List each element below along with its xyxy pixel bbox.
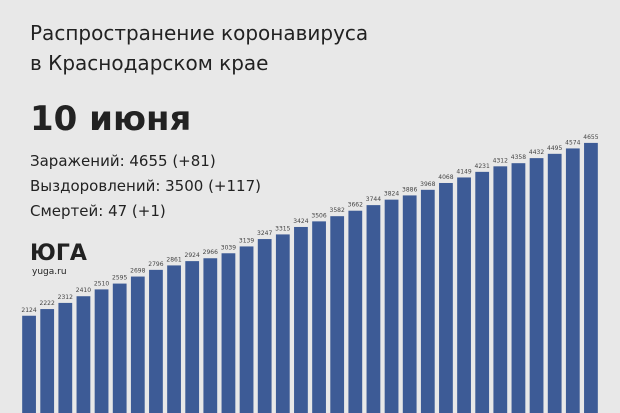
value-label: 3506 [311, 212, 326, 219]
bar [366, 205, 381, 413]
bar [493, 166, 508, 413]
chart-title: Распространение коронавируса [30, 21, 368, 45]
site: yuga.ru [32, 267, 67, 277]
stat: Выздоровлений: 3500 (+117) [30, 177, 261, 195]
bar [185, 261, 200, 413]
value-label: 3139 [239, 237, 254, 244]
value-label: 3824 [384, 191, 399, 198]
bar [22, 315, 36, 413]
value-label: 3662 [348, 202, 363, 209]
bar [457, 177, 471, 413]
bar [130, 276, 145, 413]
value-label: 2124 [21, 307, 36, 314]
bar [511, 163, 526, 413]
bar [76, 296, 91, 413]
value-label: 2796 [148, 261, 163, 268]
date: 10 июня [30, 99, 191, 139]
bar [330, 216, 345, 413]
value-label: 3039 [221, 244, 236, 251]
bar [529, 158, 544, 413]
bar [547, 153, 562, 413]
bar [239, 246, 254, 413]
value-label: 2861 [166, 256, 181, 263]
value-label: 2595 [112, 275, 127, 282]
bar [221, 253, 236, 413]
bar [294, 226, 308, 413]
value-label: 3744 [366, 196, 381, 203]
bar [112, 283, 127, 413]
value-label: 4312 [493, 157, 508, 164]
stat: Смертей: 47 (+1) [30, 202, 166, 220]
bar [94, 289, 109, 413]
bar [439, 182, 453, 413]
bar [58, 302, 73, 413]
bar [565, 148, 580, 413]
value-label: 2410 [76, 287, 91, 294]
bar [40, 309, 55, 413]
value-label: 4495 [547, 145, 562, 152]
value-label: 3582 [330, 207, 345, 214]
value-label: 2312 [58, 294, 73, 301]
bar [475, 171, 490, 413]
value-label: 3424 [293, 218, 308, 225]
bar [149, 269, 163, 413]
value-label: 3968 [420, 181, 435, 188]
value-label: 3247 [257, 230, 272, 237]
bar [384, 199, 399, 413]
value-label: 2698 [130, 268, 145, 275]
value-label: 4149 [456, 168, 471, 175]
value-label: 3886 [402, 186, 417, 193]
chart-subtitle: в Краснодарском крае [30, 51, 268, 75]
bar [584, 142, 598, 413]
bar [167, 265, 181, 413]
bar [312, 221, 326, 413]
value-label: 3315 [275, 225, 290, 232]
value-label: 2222 [40, 300, 55, 307]
bar [420, 189, 435, 413]
value-label: 2924 [185, 252, 200, 259]
bar [275, 234, 290, 413]
bar [348, 210, 363, 413]
value-label: 4231 [475, 163, 490, 170]
value-label: 4432 [529, 149, 544, 156]
bar [257, 239, 272, 413]
bar [402, 195, 417, 413]
bar [203, 258, 218, 413]
value-label: 4358 [511, 154, 526, 161]
value-label: 4574 [565, 139, 580, 146]
value-label: 2966 [203, 249, 218, 256]
value-label: 2510 [94, 280, 109, 287]
stat: Заражений: 4655 (+81) [30, 152, 216, 170]
value-label: 4068 [438, 174, 453, 181]
logo: ЮГА [30, 241, 87, 266]
value-label: 4655 [583, 134, 598, 141]
